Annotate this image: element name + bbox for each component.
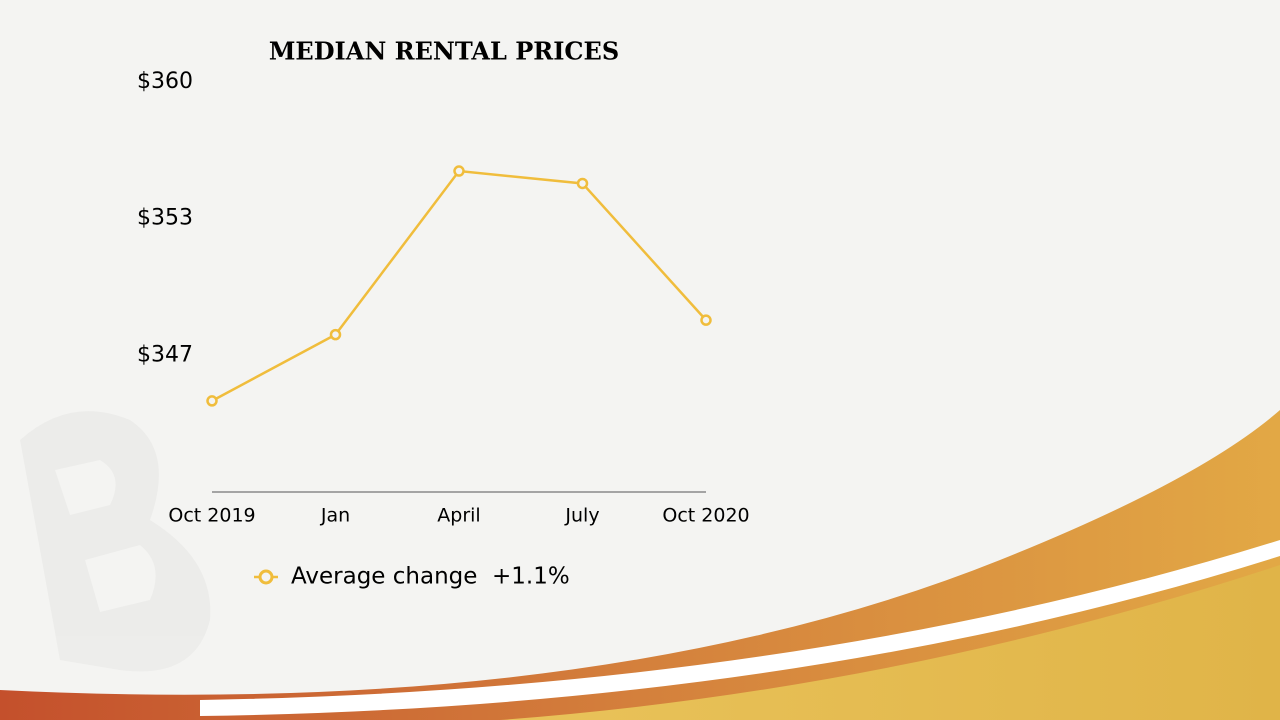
- marker: [329, 328, 342, 341]
- marker: [700, 314, 712, 326]
- x-tick-label: April: [437, 505, 480, 527]
- line: [211, 169, 707, 402]
- swoosh-light: [500, 565, 1280, 720]
- x-tick-label: Jan: [320, 505, 350, 527]
- logo-watermark: [20, 411, 211, 672]
- x-tick-label: Oct 2020: [662, 505, 749, 527]
- marker: [576, 177, 589, 190]
- marker: [206, 395, 218, 407]
- legend-marker: [258, 569, 274, 585]
- y-tick-label: $353: [137, 206, 193, 231]
- y-tick-label: $347: [137, 342, 193, 367]
- marker: [453, 165, 465, 177]
- x-tick-label: July: [564, 505, 599, 527]
- swoosh-dark: [0, 410, 1280, 720]
- x-tick-label: Oct 2019: [168, 505, 255, 527]
- y-tick-label: $360: [137, 69, 193, 94]
- swoosh-white: [200, 540, 1280, 716]
- legend-label: Average change +1.1%: [291, 564, 570, 590]
- chart-title: MEDIAN RENTAL PRICES: [269, 37, 619, 66]
